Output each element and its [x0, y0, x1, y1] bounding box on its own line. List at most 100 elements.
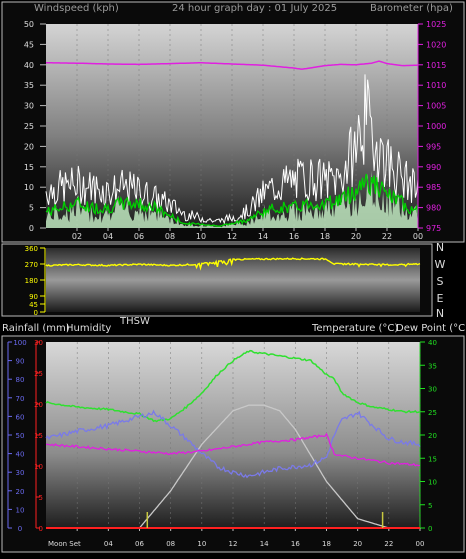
humidity-tick-label: 10 [16, 506, 25, 514]
temp-x-tick-label: 22 [384, 540, 393, 548]
graph-title: 24 hour graph day : 01 July 2025 [172, 3, 337, 14]
humidity-line [45, 409, 421, 479]
baro-tick-label: 1015 [426, 61, 446, 70]
humidity-tick-label: 70 [16, 395, 25, 403]
temp-tick-label: 15 [428, 455, 437, 463]
temp-tick-label: 30 [428, 386, 437, 394]
baro-tick-label: 995 [426, 142, 441, 151]
temp-tick-label: 35 [428, 362, 437, 370]
temp-x-tick-label: 10 [197, 540, 206, 548]
wind-tick-label: 15 [24, 163, 34, 172]
compass-e: E [437, 292, 444, 305]
wind-tick-label: 0 [29, 224, 34, 233]
temp-tick-label: 5 [428, 502, 432, 510]
direction-tick-label: 270 [25, 261, 38, 269]
wind-gust-line [45, 74, 419, 226]
baro-title: Barometer (hpa) [370, 3, 453, 14]
direction-line [45, 257, 421, 271]
temp-x-tick-label: 00 [416, 540, 425, 548]
rain-tick-label: 0 [39, 525, 43, 533]
temp-title: Temperature (°C) [311, 323, 398, 334]
wind-tick-label: 10 [24, 183, 34, 192]
wind-x-tick-label: 06 [134, 232, 144, 241]
direction-tick-label: 90 [29, 293, 38, 301]
humidity-title: Humidity [66, 323, 111, 334]
thsw-label: THSW [119, 316, 150, 327]
wind-title: Windspeed (kph) [34, 3, 119, 14]
compass-n-top: N [436, 241, 444, 254]
rain-tick-label: 15 [34, 432, 43, 440]
direction-tick-label: 45 [29, 301, 38, 309]
wind-tick-label: 35 [24, 81, 34, 90]
wind-fill-area [46, 168, 418, 228]
temp-x-tick-label: 14 [260, 540, 269, 548]
dew-point-line [45, 432, 421, 467]
temp-tick-label: 40 [428, 339, 437, 347]
humidity-tick-label: 50 [16, 432, 25, 440]
wind-x-tick-label: 10 [196, 232, 206, 241]
compass-w: W [435, 258, 446, 271]
humidity-tick-label: 80 [16, 376, 25, 384]
direction-tick-label: 180 [25, 277, 38, 285]
rain-tick-label: 20 [34, 401, 43, 409]
compass-s: S [437, 275, 444, 288]
humidity-tick-label: 0 [18, 525, 22, 533]
wind-tick-label: 20 [24, 142, 34, 151]
wind-x-tick-label: 12 [227, 232, 237, 241]
humidity-tick-label: 20 [16, 488, 25, 496]
temp-x-tick-label: 12 [229, 540, 238, 548]
baro-tick-label: 1025 [426, 20, 446, 29]
dew-title: Dew Point (°C) [396, 323, 466, 334]
rain-axis-ticks: 0 5 10 15 20 25 30 [34, 339, 43, 533]
humidity-tick-label: 100 [13, 339, 26, 347]
wind-x-tick-label: 16 [289, 232, 299, 241]
direction-plot-area [46, 248, 420, 312]
baro-tick-label: 1010 [426, 81, 446, 90]
wind-x-tick-label: 08 [165, 232, 175, 241]
wind-x-ticks: 02 04 06 08 10 12 14 16 18 20 22 00 [72, 228, 423, 241]
rain-tick-label: 5 [39, 494, 43, 502]
rain-title: Rainfall (mm) [2, 323, 70, 334]
temp-x-tick-label: 16 [291, 540, 300, 548]
baro-tick-label: 1020 [426, 40, 446, 49]
baro-axis-ticks: 975 980 985 990 995 1000 1005 1010 1015 1020 1025 [418, 20, 446, 233]
humidity-tick-label: 90 [16, 358, 25, 366]
wind-axis-ticks: 0 5 10 15 20 25 30 35 40 45 50 [24, 20, 46, 233]
baro-tick-label: 990 [426, 163, 441, 172]
wind-tick-label: 5 [29, 204, 34, 213]
moon-set-label: Moon Set [48, 540, 81, 548]
compass-labels: N W S E N [435, 241, 446, 320]
humidity-tick-label: 40 [16, 451, 25, 459]
temp-x-tick-label: 04 [104, 540, 113, 548]
wind-series [45, 60, 419, 228]
wind-x-tick-label: 00 [413, 232, 423, 241]
wind-tick-label: 25 [24, 122, 34, 131]
temp-tick-label: 10 [428, 479, 437, 487]
temp-x-tick-label: 20 [353, 540, 362, 548]
rain-tick-label: 30 [34, 339, 43, 347]
temperature-line [45, 349, 421, 423]
wind-tick-label: 40 [24, 61, 34, 70]
direction-tick-label: 360 [25, 245, 38, 253]
wind-average-line [45, 173, 419, 227]
wind-x-tick-label: 18 [320, 232, 330, 241]
humidity-tick-label: 30 [16, 469, 25, 477]
wind-x-tick-label: 02 [72, 232, 82, 241]
humidity-tick-label: 60 [16, 413, 25, 421]
temp-series [45, 349, 421, 529]
temp-gridlines [76, 342, 421, 528]
wind-x-tick-label: 20 [351, 232, 361, 241]
wind-tick-label: 45 [24, 40, 34, 49]
wind-x-tick-label: 04 [103, 232, 113, 241]
solar-curve [139, 404, 389, 529]
temp-plot-area [46, 342, 420, 528]
temp-x-tick-label: 06 [135, 540, 144, 548]
barometer-line [46, 60, 419, 70]
temp-x-ticks: 04 06 08 10 12 14 16 18 20 22 00 [76, 528, 425, 548]
temp-tick-label: 25 [428, 409, 437, 417]
temp-axis-ticks: 0 5 10 15 20 25 30 35 40 [420, 339, 437, 533]
direction-tick-label: 0 [34, 309, 38, 317]
baro-tick-label: 980 [426, 204, 441, 213]
